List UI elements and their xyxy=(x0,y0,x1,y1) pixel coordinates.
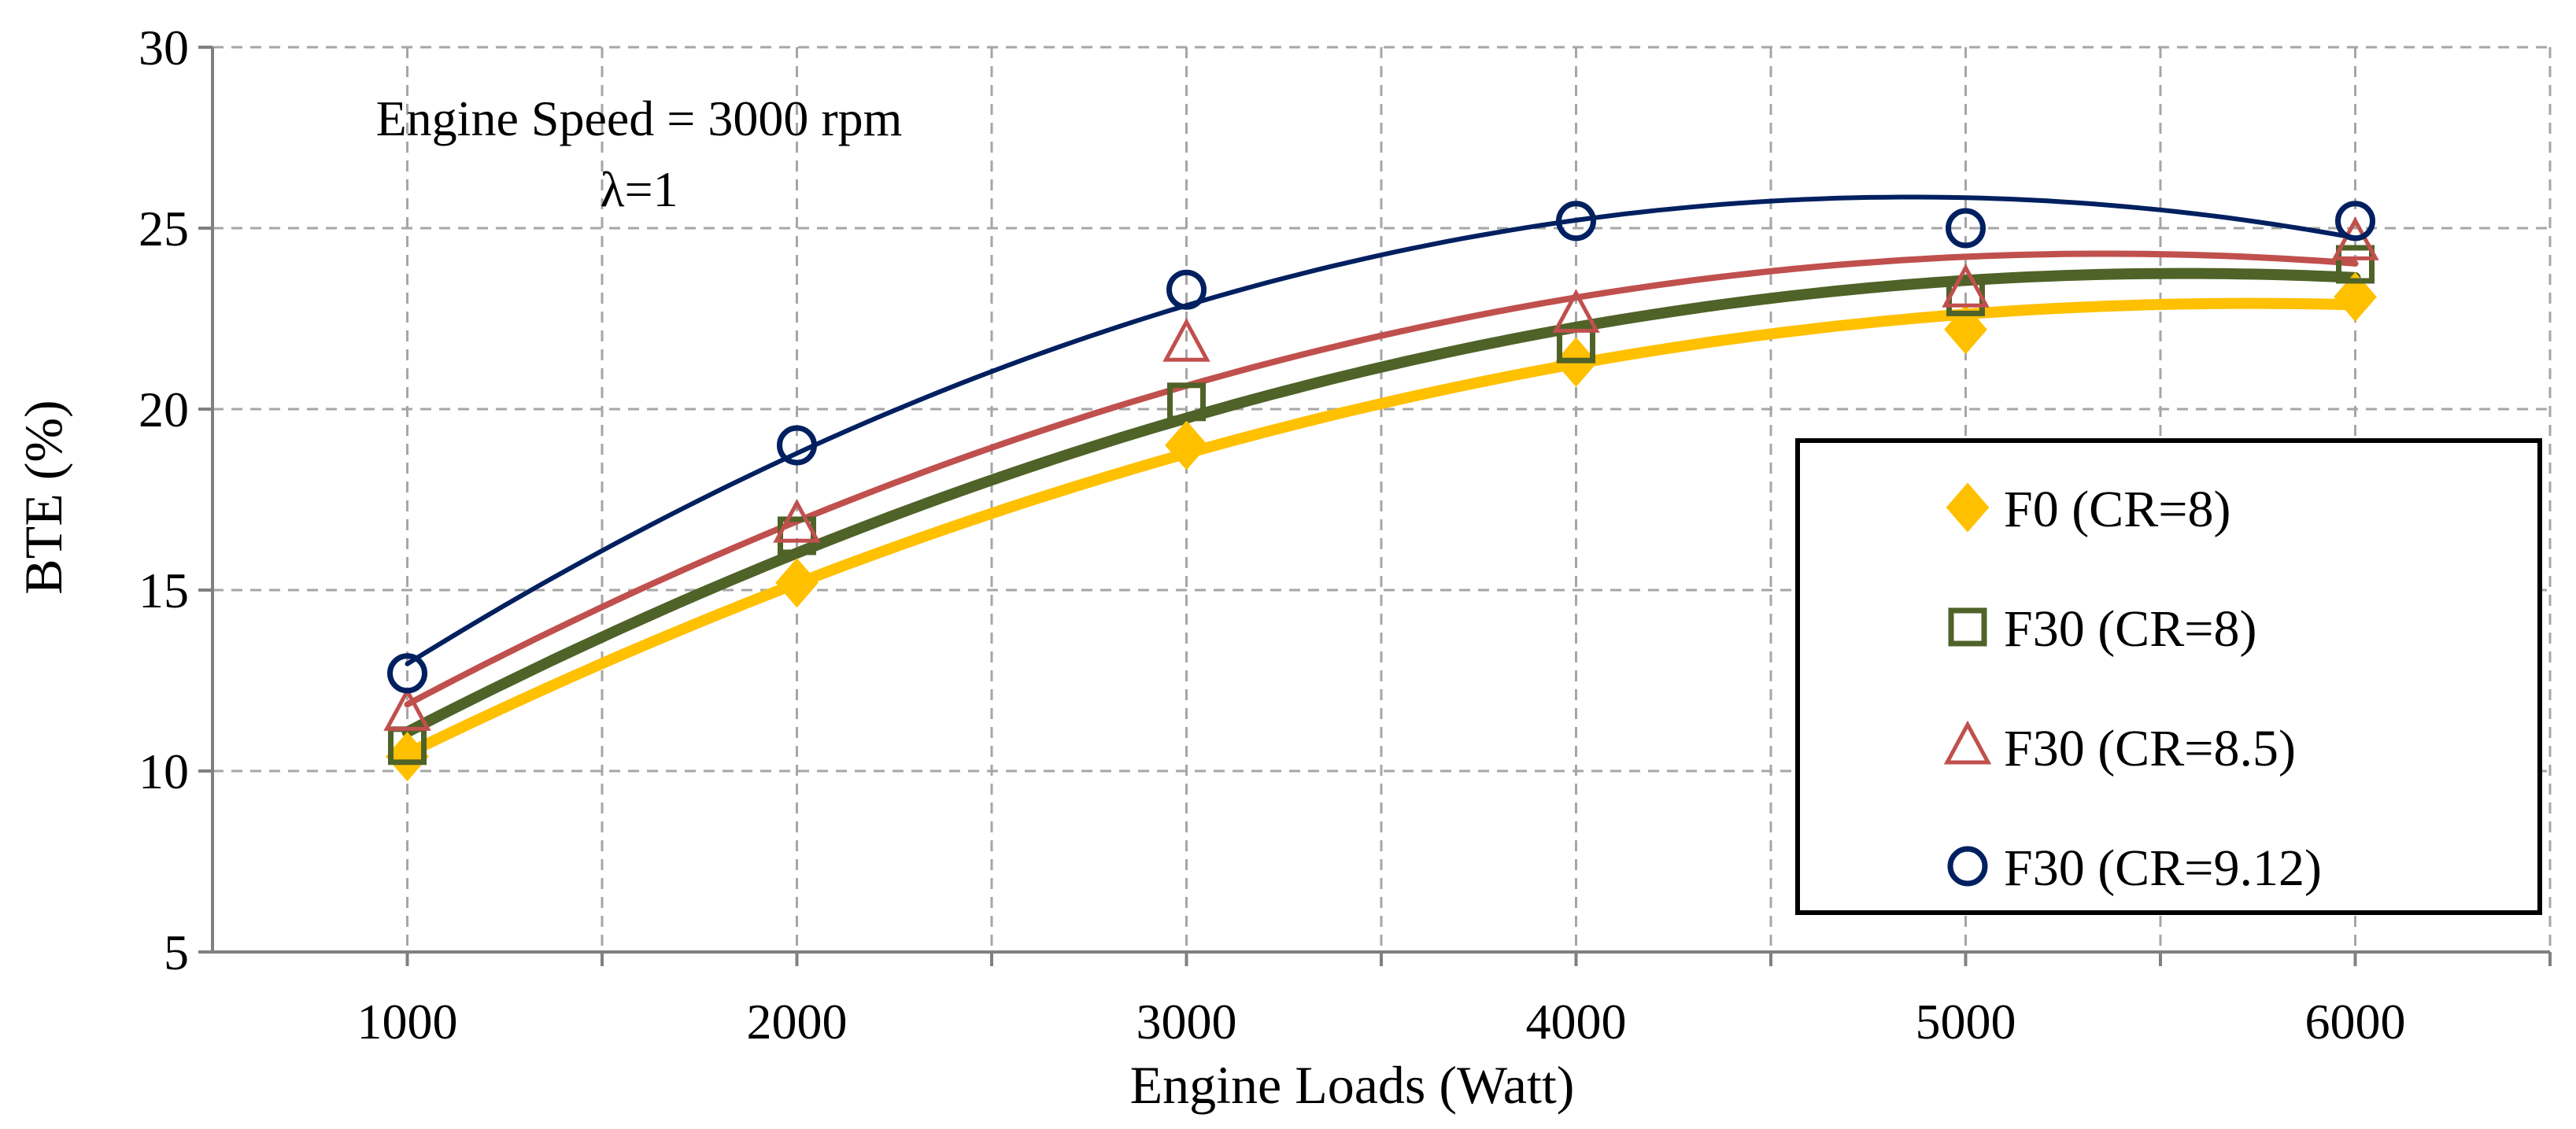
marker-series-0-point-0 xyxy=(386,732,429,782)
x-tick-labels: 1000 2000 3000 4000 5000 6000 xyxy=(357,994,2406,1050)
legend: F0 (CR=8) F30 (CR=8) F30 (CR=8.5) F30 (CR=9… xyxy=(1795,438,2542,915)
trendline-series-1 xyxy=(401,267,2361,738)
marker-series-0-point-2 xyxy=(1165,420,1208,470)
legend-label-0: F0 (CR=8) xyxy=(2004,481,2230,538)
legend-marker-1 xyxy=(1948,607,1987,647)
legend-box xyxy=(1795,438,2542,915)
y-tick-labels: 5 10 15 20 25 30 xyxy=(139,20,189,980)
trendlines xyxy=(401,194,2361,759)
axis-layer xyxy=(198,46,2552,966)
legend-label-1: F30 (CR=8) xyxy=(2004,600,2256,658)
legend-marker-0 xyxy=(1946,482,1990,533)
annotation-engine-speed: Engine Speed = 3000 rpm xyxy=(376,90,903,146)
marker-series-0-point-4 xyxy=(1944,304,1987,355)
legend-marker-2 xyxy=(1943,720,1992,765)
x-tick-label-6000: 6000 xyxy=(2305,994,2406,1050)
marker-series-2-point-2 xyxy=(1162,317,1210,362)
legend-label-3: F30 (CR=9.12) xyxy=(2004,839,2322,897)
legend-items: F0 (CR=8) F30 (CR=8) F30 (CR=8.5) F30 (CR=9… xyxy=(1943,481,2322,897)
y-tick-label-30: 30 xyxy=(139,20,189,76)
x-tick-label-5000: 5000 xyxy=(1916,994,2016,1050)
x-tick-label-1000: 1000 xyxy=(357,994,458,1050)
x-axis-title: Engine Loads (Watt) xyxy=(1130,1055,1575,1115)
marker-series-2-point-0 xyxy=(383,687,431,731)
marker-series-2-point-5 xyxy=(2331,216,2379,260)
marker-series-3-point-5 xyxy=(2335,201,2375,242)
marker-series-3-point-0 xyxy=(387,653,427,694)
marker-series-3-point-2 xyxy=(1166,269,1207,310)
marker-series-3-point-1 xyxy=(777,425,817,466)
y-tick-label-15: 15 xyxy=(139,563,189,618)
trendline-series-3 xyxy=(405,194,2358,666)
y-tick-label-5: 5 xyxy=(164,924,189,980)
marker-series-2-point-4 xyxy=(1942,263,1990,308)
x-tick-label-2000: 2000 xyxy=(747,994,848,1050)
y-tick-label-25: 25 xyxy=(139,201,189,256)
data-markers xyxy=(383,201,2379,782)
marker-series-2-point-3 xyxy=(1552,289,1600,333)
marker-series-0-point-5 xyxy=(2334,271,2377,322)
trendline-series-2 xyxy=(404,250,2359,708)
legend-label-2: F30 (CR=8.5) xyxy=(2004,720,2296,777)
marker-series-2-point-1 xyxy=(773,498,821,543)
marker-series-0-point-1 xyxy=(775,558,819,608)
x-tick-label-3000: 3000 xyxy=(1136,994,1237,1050)
trendline-series-0 xyxy=(401,297,2361,759)
marker-series-1-point-5 xyxy=(2336,245,2375,284)
marker-series-1-point-3 xyxy=(1557,324,1595,363)
marker-series-1-point-0 xyxy=(388,726,427,766)
legend-marker-3 xyxy=(1947,846,1988,887)
y-tick-label-20: 20 xyxy=(139,382,189,437)
x-tick-label-4000: 4000 xyxy=(1526,994,1627,1050)
marker-series-3-point-4 xyxy=(1946,208,1986,249)
marker-series-3-point-3 xyxy=(1556,201,1596,242)
marker-series-1-point-2 xyxy=(1167,382,1206,422)
y-tick-label-10: 10 xyxy=(139,743,189,799)
annotation-lambda: λ=1 xyxy=(600,161,678,217)
y-axis-title: BTE (%) xyxy=(13,400,73,594)
